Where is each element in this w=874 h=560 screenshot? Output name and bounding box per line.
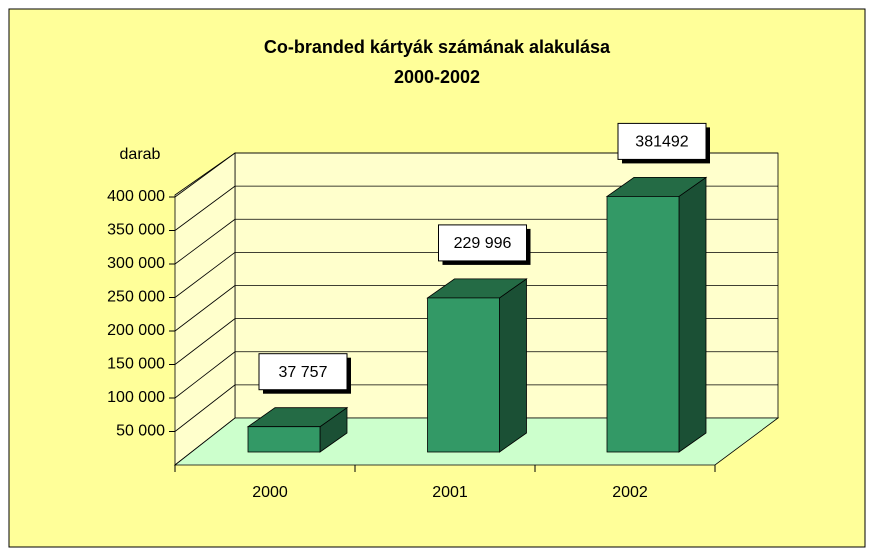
- data-label: 37 757: [279, 364, 328, 381]
- x-tick-label: 2001: [432, 484, 468, 501]
- grid-line: [174, 285, 236, 332]
- y-tick-label: 50 000: [116, 423, 165, 440]
- grid-line: [174, 351, 236, 399]
- chart-subtitle: 2000-2002: [394, 67, 480, 87]
- bar-side: [678, 176, 707, 453]
- grid-line: [174, 318, 236, 365]
- y-axis-label: darab: [120, 146, 161, 163]
- bar: [606, 196, 680, 453]
- y-tick-label: 150 000: [107, 356, 165, 373]
- y-tick-label: 200 000: [107, 322, 165, 339]
- data-label: 381492: [635, 134, 688, 151]
- bar: [427, 297, 500, 453]
- y-tick-label: 100 000: [107, 389, 165, 406]
- y-tick-label: 400 000: [107, 188, 165, 205]
- y-tick-label: 350 000: [107, 222, 165, 239]
- grid-line: [174, 218, 236, 265]
- y-tick-label: 250 000: [107, 289, 165, 306]
- chart-title: Co-branded kártyák számának alakulása: [264, 37, 611, 57]
- label-box: [617, 122, 707, 160]
- x-tick-label: 2000: [252, 484, 288, 501]
- grid-line: [174, 384, 236, 432]
- data-label: 229 996: [454, 235, 512, 252]
- bar-side: [499, 278, 527, 453]
- label-box: [438, 224, 527, 262]
- grid-line: [174, 252, 236, 298]
- grid-line: [174, 152, 236, 198]
- side-wall: [174, 152, 236, 466]
- grid-line: [174, 185, 236, 231]
- bar: [247, 426, 321, 453]
- label-box: [258, 353, 348, 391]
- x-tick-label: 2002: [612, 484, 648, 501]
- y-tick-label: 300 000: [107, 255, 165, 272]
